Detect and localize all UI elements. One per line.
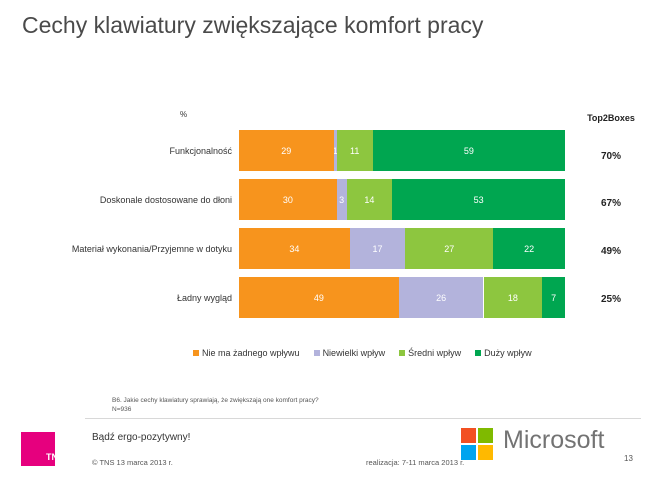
bar-segment: 7 (542, 277, 565, 318)
data-label: 34 (289, 243, 300, 254)
bar-segment: 59 (372, 130, 565, 171)
bar-segment: 1 (333, 130, 337, 171)
bar-segment: 26 (398, 277, 484, 318)
data-label: 22 (524, 243, 535, 254)
data-label: 30 (282, 194, 293, 205)
data-label: 53 (473, 194, 484, 205)
bar-row: 34 17 27 22 (239, 228, 565, 269)
unit-label: % (180, 110, 188, 119)
legend-label: Duży wpływ (484, 348, 532, 358)
legend-label: Średni wpływ (408, 348, 462, 358)
ms-yellow-square (478, 445, 493, 460)
top2boxes-value: 49% (600, 246, 621, 257)
legend-swatch (475, 350, 482, 356)
bar-segment: 53 (392, 179, 565, 220)
legend-label: Nie ma żadnego wpływu (202, 348, 300, 358)
bar-segment: 3 (336, 179, 347, 220)
legend-swatch (313, 350, 320, 356)
data-label: 3 (339, 194, 345, 205)
bar-segment: 17 (349, 228, 406, 269)
bar-segment: 49 (239, 277, 399, 318)
legend-swatch (193, 350, 199, 356)
bar-segment: 18 (483, 277, 543, 318)
survey-sample: N=936 (112, 406, 132, 413)
legend-swatch (399, 350, 406, 356)
row-label: Funkcjonalność (169, 146, 232, 156)
realizacja-text: realizacja: 7-11 marca 2013 r. (366, 458, 465, 467)
data-label: 49 (313, 292, 324, 303)
data-label: 7 (551, 292, 557, 303)
bar-row: 29 1 11 59 (239, 130, 565, 171)
data-label: 17 (372, 243, 383, 254)
data-label: 26 (436, 292, 447, 303)
footer-divider (85, 418, 641, 419)
row-label: Doskonale dostosowane do dłoni (99, 195, 232, 205)
bar-segment: 30 (239, 179, 337, 220)
microsoft-wordmark: Microsoft (503, 426, 605, 454)
page-title: Cechy klawiatury zwiększające komfort pr… (22, 12, 484, 38)
top2boxes-value: 25% (600, 294, 621, 305)
legend-item: Duży wpływ (475, 348, 532, 358)
microsoft-logo-icon (461, 428, 493, 460)
ms-green-square (478, 428, 493, 443)
bar-segment: 34 (239, 228, 350, 269)
row-label: Ładny wygląd (176, 293, 232, 303)
row-label: Materiał wykonania/Przyjemne w dotyku (71, 244, 232, 254)
bar-segment: 22 (493, 228, 565, 269)
slogan: Bądź ergo-pozytywny! (92, 432, 191, 443)
data-label: 59 (463, 145, 474, 156)
data-label: 27 (444, 243, 455, 254)
data-label: 29 (281, 145, 292, 156)
ms-red-square (461, 428, 476, 443)
copyright-text: © TNS 13 marca 2013 r. (92, 458, 173, 467)
top2boxes-value: 70% (600, 151, 621, 162)
data-label: 11 (350, 145, 360, 156)
survey-question: B6. Jakie cechy klawiatury sprawiają, że… (112, 397, 319, 404)
tns-logo-text: TNS (46, 452, 64, 462)
survey-note: B6. Jakie cechy klawiatury sprawiają, że… (112, 396, 319, 414)
tns-logo: TNS (21, 432, 64, 466)
bar-row: 30 3 14 53 (239, 179, 565, 220)
bar-segment: 29 (239, 130, 334, 171)
ms-blue-square (461, 445, 476, 460)
bar-segment: 11 (336, 130, 373, 171)
legend-item: Niewielki wpływ (313, 348, 386, 358)
top2boxes-value: 67% (600, 198, 621, 209)
bar-segment: 14 (346, 179, 393, 220)
data-label: 1 (333, 145, 337, 156)
chart-legend: Nie ma żadnego wpływu Niewielki wpływ Śr… (193, 348, 532, 358)
data-label: 18 (507, 292, 518, 303)
page-number: 13 (624, 454, 633, 463)
top2boxes-header: Top2Boxes (587, 113, 635, 123)
bar-segment: 27 (405, 228, 494, 269)
legend-item: Nie ma żadnego wpływu (193, 348, 300, 358)
data-label: 14 (364, 194, 375, 205)
bar-row: 49 26 18 7 (239, 277, 565, 318)
legend-item: Średni wpływ (399, 348, 461, 358)
legend-label: Niewielki wpływ (322, 348, 386, 358)
